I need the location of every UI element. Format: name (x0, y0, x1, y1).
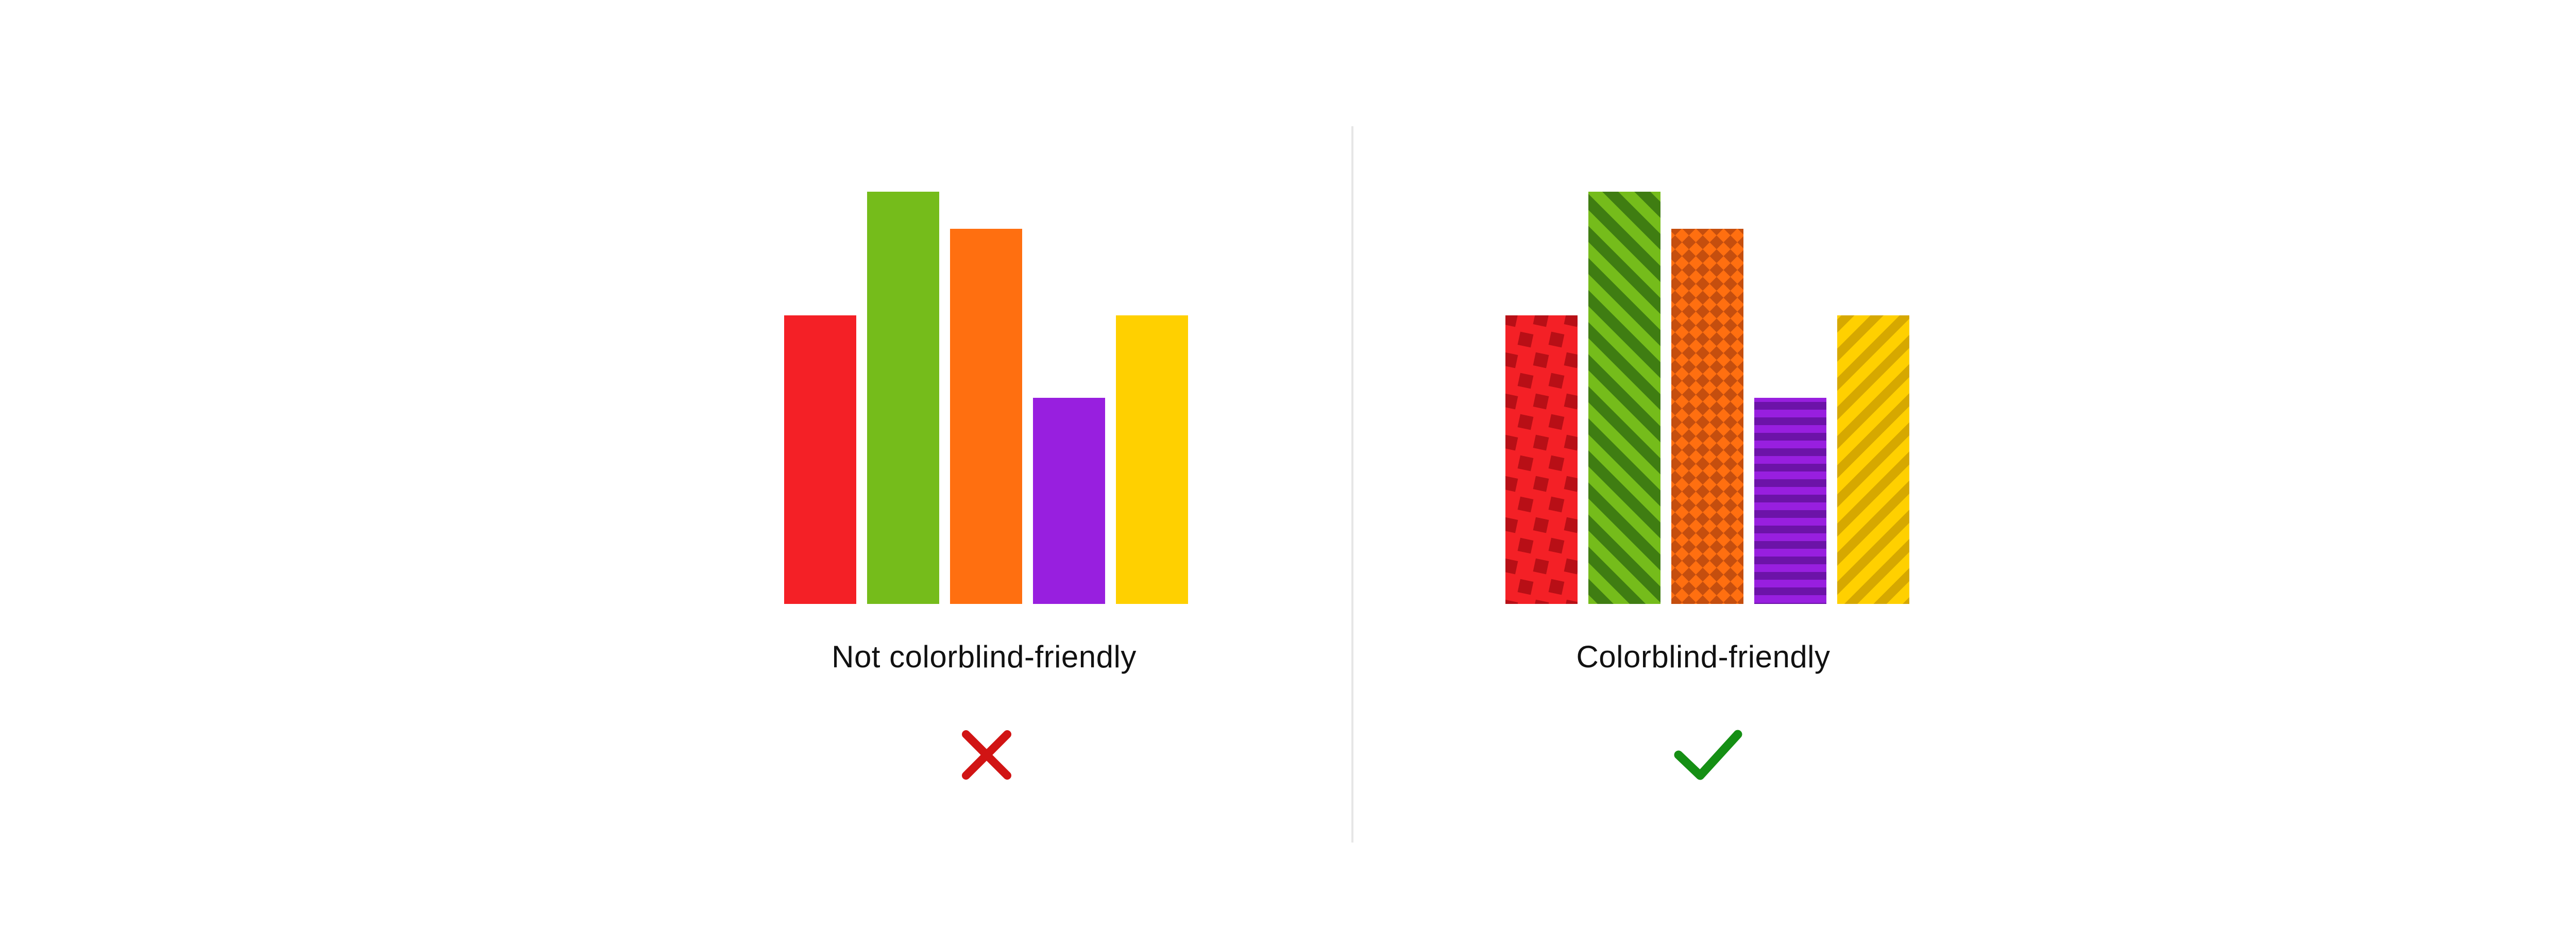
solid-bar-orange (950, 229, 1022, 604)
solid-bar-chart (784, 192, 1188, 604)
solid-bar-yellow (1116, 315, 1188, 604)
patterned-bar-purple (1754, 398, 1826, 604)
solid-bar-purple (1033, 398, 1105, 604)
patterned-bar-orange (1671, 229, 1743, 604)
solid-bar-green (867, 192, 939, 604)
left-caption: Not colorblind-friendly (832, 639, 1137, 674)
right-caption: Colorblind-friendly (1576, 639, 1831, 674)
patterned-bar-green (1588, 192, 1660, 604)
solid-bar-red (784, 315, 856, 604)
panel-divider (1351, 126, 1353, 843)
patterned-bar-chart (1505, 192, 1909, 604)
patterned-bar-yellow (1837, 315, 1909, 604)
cross-icon (962, 730, 1011, 780)
patterned-bar-red (1505, 315, 1578, 604)
check-icon (1674, 730, 1742, 780)
